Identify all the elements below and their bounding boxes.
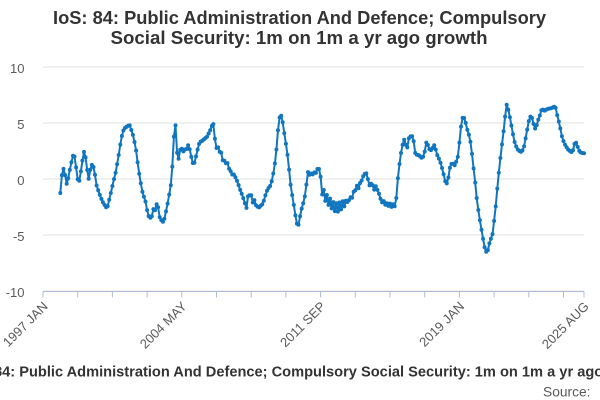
svg-text:Social Security: 1m on 1m a yr: Social Security: 1m on 1m a yr ago growt… (111, 28, 488, 48)
svg-text:0: 0 (17, 173, 24, 188)
svg-text:5: 5 (17, 117, 24, 132)
svg-text:-10: -10 (6, 285, 25, 300)
svg-text:IoS: 84: Public Administration: IoS: 84: Public Administration And Defen… (53, 8, 546, 28)
svg-text:10: 10 (10, 61, 24, 76)
svg-text:-5: -5 (13, 229, 25, 244)
svg-text:84: Public Administration And: 84: Public Administration And Defence; C… (0, 364, 600, 380)
svg-text:Source:: Source: (543, 384, 591, 400)
